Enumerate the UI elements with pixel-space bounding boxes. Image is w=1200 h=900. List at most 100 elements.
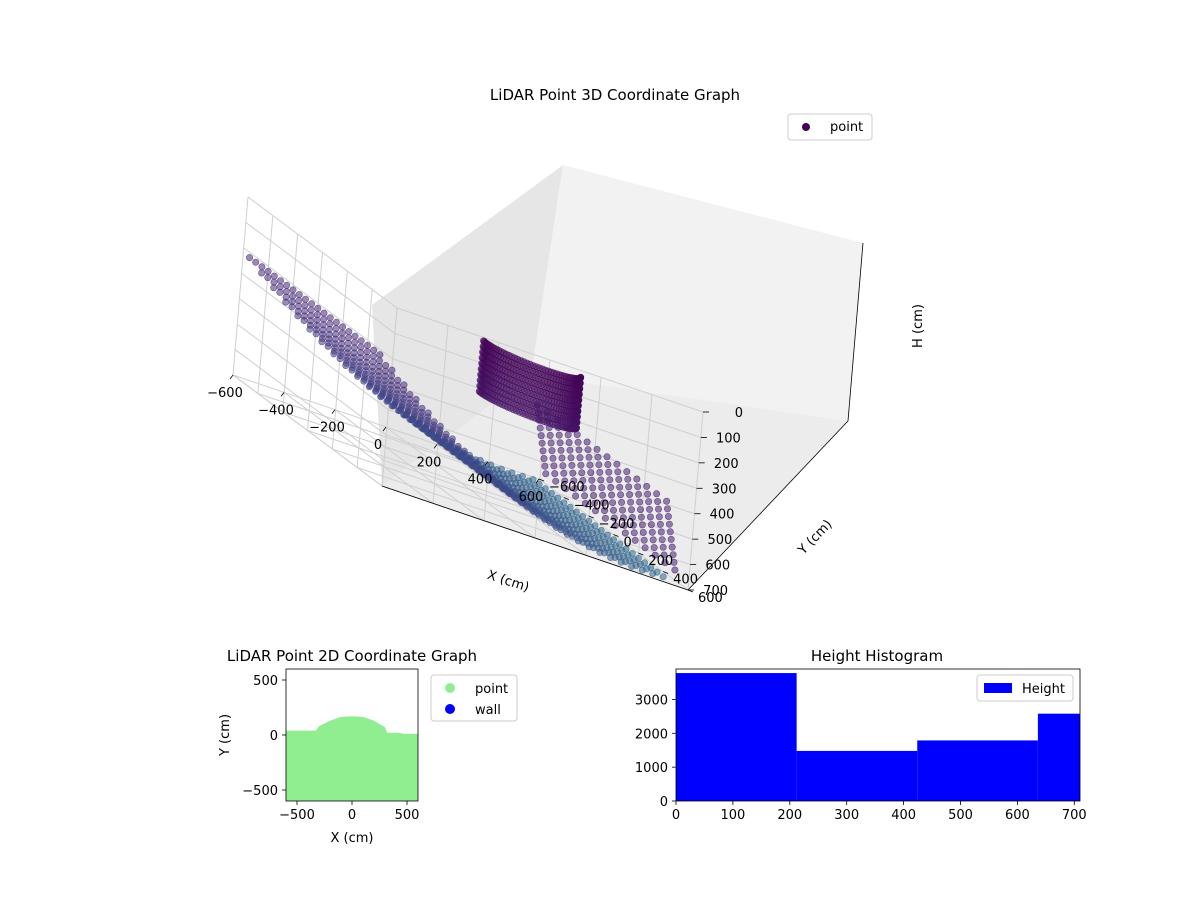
grid-left-h xyxy=(236,323,387,436)
lidar-point xyxy=(618,498,626,506)
z-tick-label-3d: 500 xyxy=(707,533,732,548)
lidar-point xyxy=(572,492,580,500)
lidar-point xyxy=(565,438,573,446)
lidar-point xyxy=(617,491,625,499)
lidar-point xyxy=(648,528,656,536)
lidar-point xyxy=(576,454,584,462)
lidar-point xyxy=(669,551,677,559)
lidar-point xyxy=(581,499,589,507)
lidar-point xyxy=(558,454,566,462)
lidar-point xyxy=(294,312,302,320)
lidar-point xyxy=(664,512,672,520)
lidar-point xyxy=(536,424,544,432)
lidar-point xyxy=(606,476,614,484)
x-tick-label-histogram: 500 xyxy=(948,808,973,823)
lidar-point xyxy=(537,432,545,440)
lidar-point xyxy=(616,483,624,491)
lidar-point xyxy=(586,461,594,469)
y-tick-label-3d: −600 xyxy=(549,480,585,495)
x-tick-3d xyxy=(535,478,540,484)
lidar-point xyxy=(562,485,570,493)
x-tick-3d xyxy=(280,392,285,397)
lidar-point xyxy=(264,267,272,275)
lidar-point xyxy=(619,514,627,522)
x-tick-label-histogram: 400 xyxy=(891,808,916,823)
lidar-point xyxy=(540,454,548,462)
lidar-point xyxy=(659,543,667,551)
lidar-point xyxy=(545,424,553,432)
lidar-point xyxy=(644,490,652,498)
lidar-point xyxy=(613,460,621,468)
x-tick-label-3d: −600 xyxy=(207,386,243,401)
lidar-point xyxy=(360,377,368,385)
grid-back-x xyxy=(687,411,704,591)
lidar-point xyxy=(538,439,546,447)
lidar-point xyxy=(371,387,379,395)
grid-left-h xyxy=(239,298,389,411)
lidar-point xyxy=(348,366,356,374)
lidar-point xyxy=(594,453,602,461)
lidar-point xyxy=(598,484,606,492)
lidar-point xyxy=(276,277,284,285)
legend-3d: point xyxy=(787,113,873,141)
lidar-point xyxy=(580,484,588,492)
lidar-point xyxy=(548,447,556,455)
z-tick-label-3d: 200 xyxy=(714,457,739,472)
lidar-point xyxy=(585,453,593,461)
lidar-point xyxy=(258,263,266,271)
lidar-point xyxy=(634,483,642,491)
x-axis-label-3d: X (cm) xyxy=(485,568,531,596)
lidar-point xyxy=(665,520,673,528)
lidar-point xyxy=(639,528,647,536)
lidar-point xyxy=(646,513,654,521)
histogram-bar xyxy=(796,750,918,801)
lidar-point xyxy=(584,446,592,454)
point-area-2d xyxy=(286,716,418,801)
y-tick-3d xyxy=(638,552,644,556)
lidar-point xyxy=(573,431,581,439)
grid-left-y xyxy=(307,252,323,431)
lidar-point xyxy=(550,462,558,470)
lidar-point xyxy=(618,506,626,514)
lidar-point xyxy=(282,298,290,306)
lidar-point xyxy=(628,562,636,570)
lidar-point xyxy=(653,490,661,498)
lidar-point xyxy=(663,497,671,505)
y-tick-label-histogram: 2000 xyxy=(635,727,668,742)
lidar-point xyxy=(599,491,607,499)
lidar-point xyxy=(609,506,617,514)
x-tick-label-histogram: 300 xyxy=(834,808,859,823)
lidar-point xyxy=(633,475,641,483)
lidar-point xyxy=(377,393,385,401)
lidar-point xyxy=(342,361,350,369)
lidar-point xyxy=(276,288,284,296)
lidar-point xyxy=(638,521,646,529)
z-tick-label-3d: 0 xyxy=(735,406,743,421)
z-axis-label-3d: H (cm) xyxy=(911,304,926,348)
histogram-bar xyxy=(1037,713,1080,801)
legend-3d-marker xyxy=(802,123,810,131)
lidar-point xyxy=(270,272,278,280)
y-tick-label-2d: 0 xyxy=(270,729,278,744)
lidar-point xyxy=(670,558,678,566)
x-tick-label-2d: 0 xyxy=(348,808,356,823)
y-tick-label-3d: −200 xyxy=(599,517,635,532)
lidar-point xyxy=(583,438,591,446)
lidar-point xyxy=(607,483,615,491)
histogram-bar xyxy=(917,740,1038,801)
lidar-point xyxy=(570,477,578,485)
y-tick-3d xyxy=(588,515,594,519)
x-tick-label-2d: 500 xyxy=(395,808,420,823)
lidar-point xyxy=(607,553,615,561)
lidar-point xyxy=(357,337,365,345)
histogram-title: Height Histogram xyxy=(811,647,943,665)
histogram-bars xyxy=(676,673,1080,801)
lidar-point xyxy=(624,475,632,483)
legend-histogram-label: Height xyxy=(1022,682,1065,697)
lidar-point xyxy=(627,506,635,514)
lidar-point xyxy=(561,477,569,485)
y-tick-label-histogram: 3000 xyxy=(635,693,668,708)
lidar-point xyxy=(546,431,554,439)
axis-ticks-3d: −600−400−2000200400600−600−400−200020040… xyxy=(207,374,743,606)
lidar-point xyxy=(559,462,567,470)
